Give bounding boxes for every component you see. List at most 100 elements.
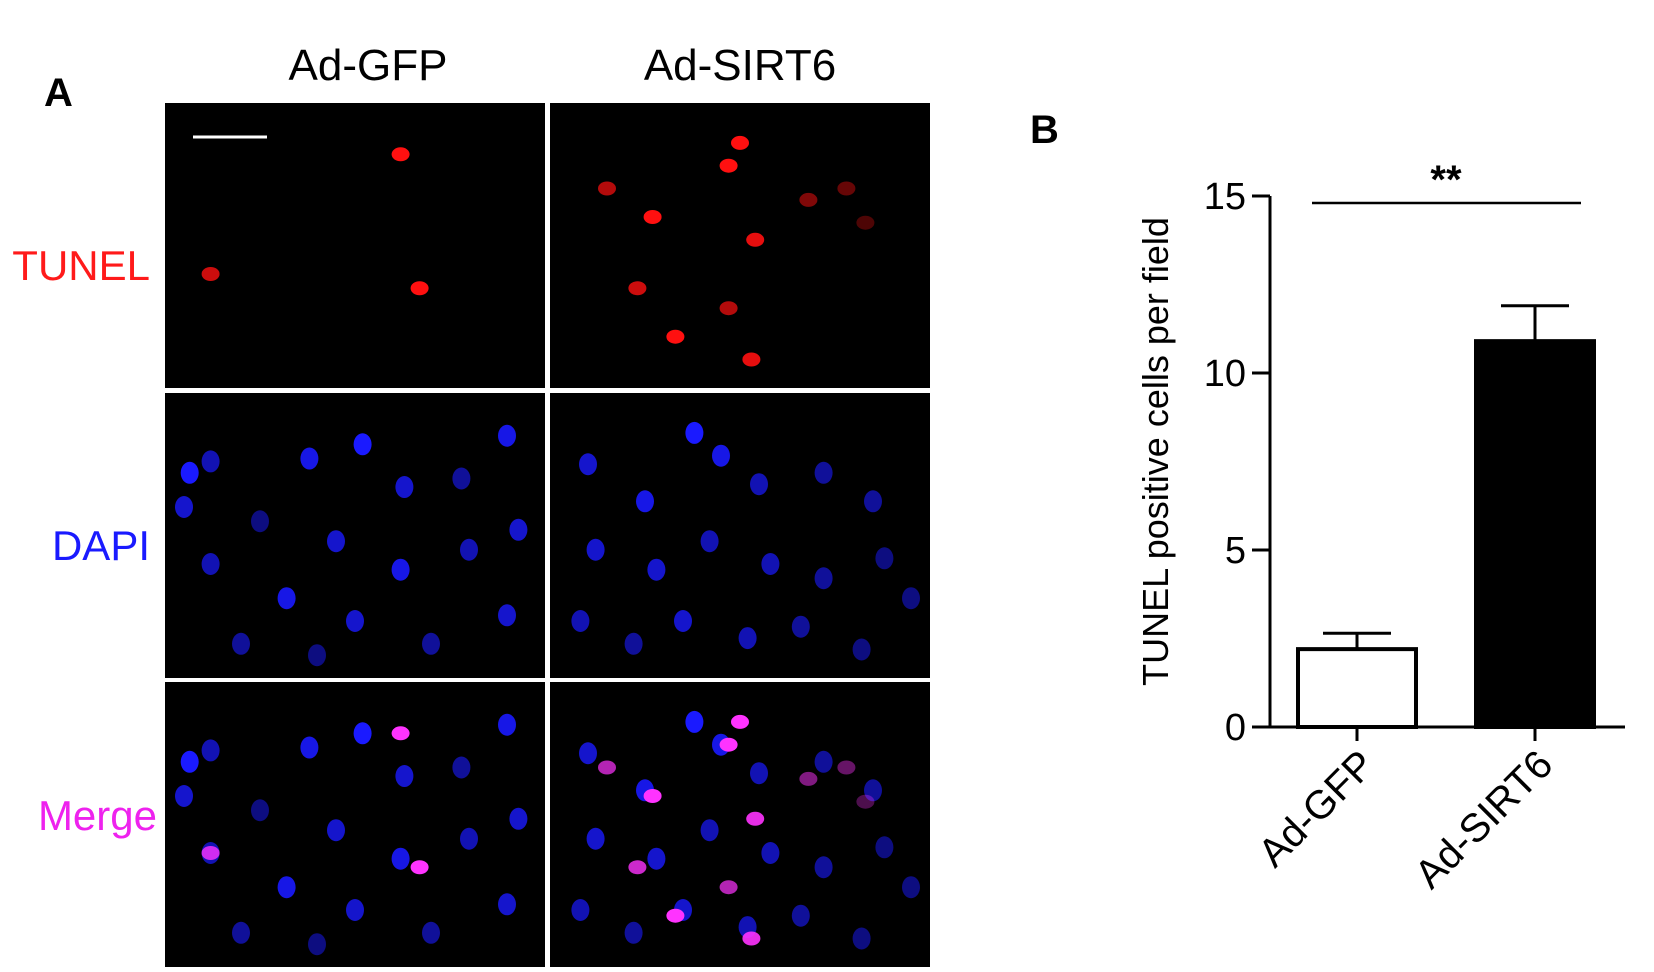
dapi-nucleus: [624, 632, 643, 655]
dapi-nucleus: [814, 750, 833, 773]
dapi-nucleus: [308, 933, 326, 956]
dapi-nucleus: [175, 785, 193, 807]
dapi-nucleus: [571, 610, 590, 632]
dapi-nucleus: [814, 856, 833, 879]
dapi-nucleus: [647, 558, 666, 581]
dapi-nucleus: [395, 476, 414, 499]
tunel-nucleus: [856, 215, 875, 230]
dapi-nucleus: [498, 713, 516, 736]
dapi-nucleus: [814, 461, 833, 484]
dapi-nucleus: [579, 453, 597, 476]
dapi-nucleus: [864, 779, 882, 802]
merged-nucleus: [201, 846, 220, 860]
dapi-nucleus: [395, 765, 414, 788]
dapi-nucleus: [750, 762, 768, 785]
micrograph-grid: [165, 103, 930, 967]
dapi-nucleus: [498, 424, 516, 447]
dapi-nucleus: [852, 927, 871, 950]
dapi-nucleus: [353, 722, 372, 745]
micrograph-background: [550, 103, 930, 388]
merged-nucleus: [643, 789, 662, 803]
tunel-nucleus: [742, 352, 761, 367]
dapi-nucleus: [674, 610, 692, 632]
y-tick-label: 15: [1204, 176, 1246, 218]
row-label-dapi: DAPI: [52, 522, 150, 569]
merged-nucleus: [391, 726, 410, 741]
dapi-nucleus: [391, 558, 410, 581]
dapi-nucleus: [738, 627, 757, 650]
tunel-nucleus: [598, 181, 616, 196]
dapi-nucleus: [586, 538, 605, 561]
dapi-nucleus: [327, 819, 345, 842]
merged-nucleus: [666, 908, 685, 923]
micrograph-merge-ad-sirt6: [550, 682, 930, 967]
dapi-nucleus: [308, 644, 326, 667]
dapi-nucleus: [277, 876, 296, 899]
bar-ad-gfp: [1296, 647, 1418, 729]
dapi-nucleus: [875, 547, 894, 570]
dapi-nucleus: [251, 510, 269, 533]
panel-a: A Ad-GFP Ad-SIRT6 TUNEL DAPI Merge: [12, 41, 930, 967]
dapi-nucleus: [452, 467, 471, 490]
dapi-nucleus: [300, 736, 319, 759]
tunel-nucleus: [719, 158, 738, 173]
merged-nucleus: [410, 860, 429, 875]
dapi-nucleus: [277, 587, 296, 610]
dapi-nucleus: [814, 567, 833, 590]
micrograph-background: [165, 103, 545, 388]
tunel-nucleus: [666, 329, 685, 344]
dapi-nucleus: [300, 447, 319, 470]
panel-a-label: A: [44, 71, 73, 115]
merged-nucleus: [628, 860, 647, 875]
micrograph-background: [550, 393, 930, 678]
row-label-merge: Merge: [38, 792, 157, 839]
dapi-nucleus: [852, 638, 871, 661]
dapi-nucleus: [452, 756, 471, 779]
dapi-nucleus: [346, 610, 364, 632]
merged-nucleus: [719, 880, 738, 895]
dapi-nucleus: [700, 530, 719, 553]
dapi-nucleus: [232, 921, 250, 944]
dapi-nucleus: [498, 893, 516, 916]
dapi-nucleus: [509, 518, 528, 541]
micrograph-dapi-ad-gfp: [165, 393, 545, 678]
dapi-nucleus: [712, 444, 730, 467]
dapi-nucleus: [761, 842, 780, 864]
dapi-nucleus: [201, 450, 220, 473]
y-tick-label: 0: [1225, 707, 1246, 749]
merged-nucleus: [837, 760, 856, 775]
micrograph-background: [550, 682, 930, 967]
merged-nucleus: [719, 737, 738, 752]
dapi-nucleus: [422, 632, 440, 655]
tunel-nucleus: [746, 232, 765, 247]
column-header-ad-sirt6: Ad-SIRT6: [644, 41, 836, 90]
tunel-nucleus: [837, 181, 856, 196]
dapi-nucleus: [175, 496, 193, 518]
dapi-nucleus: [391, 847, 410, 870]
dapi-nucleus: [251, 799, 269, 822]
tunel-nucleus: [201, 267, 220, 281]
dapi-nucleus: [571, 899, 590, 921]
column-header-ad-gfp: Ad-GFP: [289, 41, 448, 90]
tunel-nucleus: [391, 147, 410, 162]
dapi-nucleus: [460, 538, 478, 561]
tunel-nucleus: [719, 301, 738, 316]
dapi-nucleus: [509, 807, 528, 830]
dapi-nucleus: [647, 847, 666, 870]
y-tick-label: 10: [1204, 353, 1246, 395]
dapi-nucleus: [180, 750, 199, 773]
merged-nucleus: [742, 931, 761, 946]
dapi-nucleus: [346, 899, 364, 921]
y-tick-label: 5: [1225, 530, 1246, 572]
dapi-nucleus: [750, 473, 768, 496]
dapi-nucleus: [761, 553, 780, 575]
micrograph-dapi-ad-sirt6: [550, 393, 930, 678]
dapi-nucleus: [624, 921, 643, 944]
tunel-nucleus: [799, 192, 818, 207]
dapi-nucleus: [791, 615, 810, 638]
dapi-nucleus: [902, 876, 920, 899]
dapi-nucleus: [422, 921, 440, 944]
dapi-nucleus: [232, 632, 250, 655]
merged-nucleus: [731, 714, 749, 729]
tunel-nucleus: [643, 210, 662, 224]
